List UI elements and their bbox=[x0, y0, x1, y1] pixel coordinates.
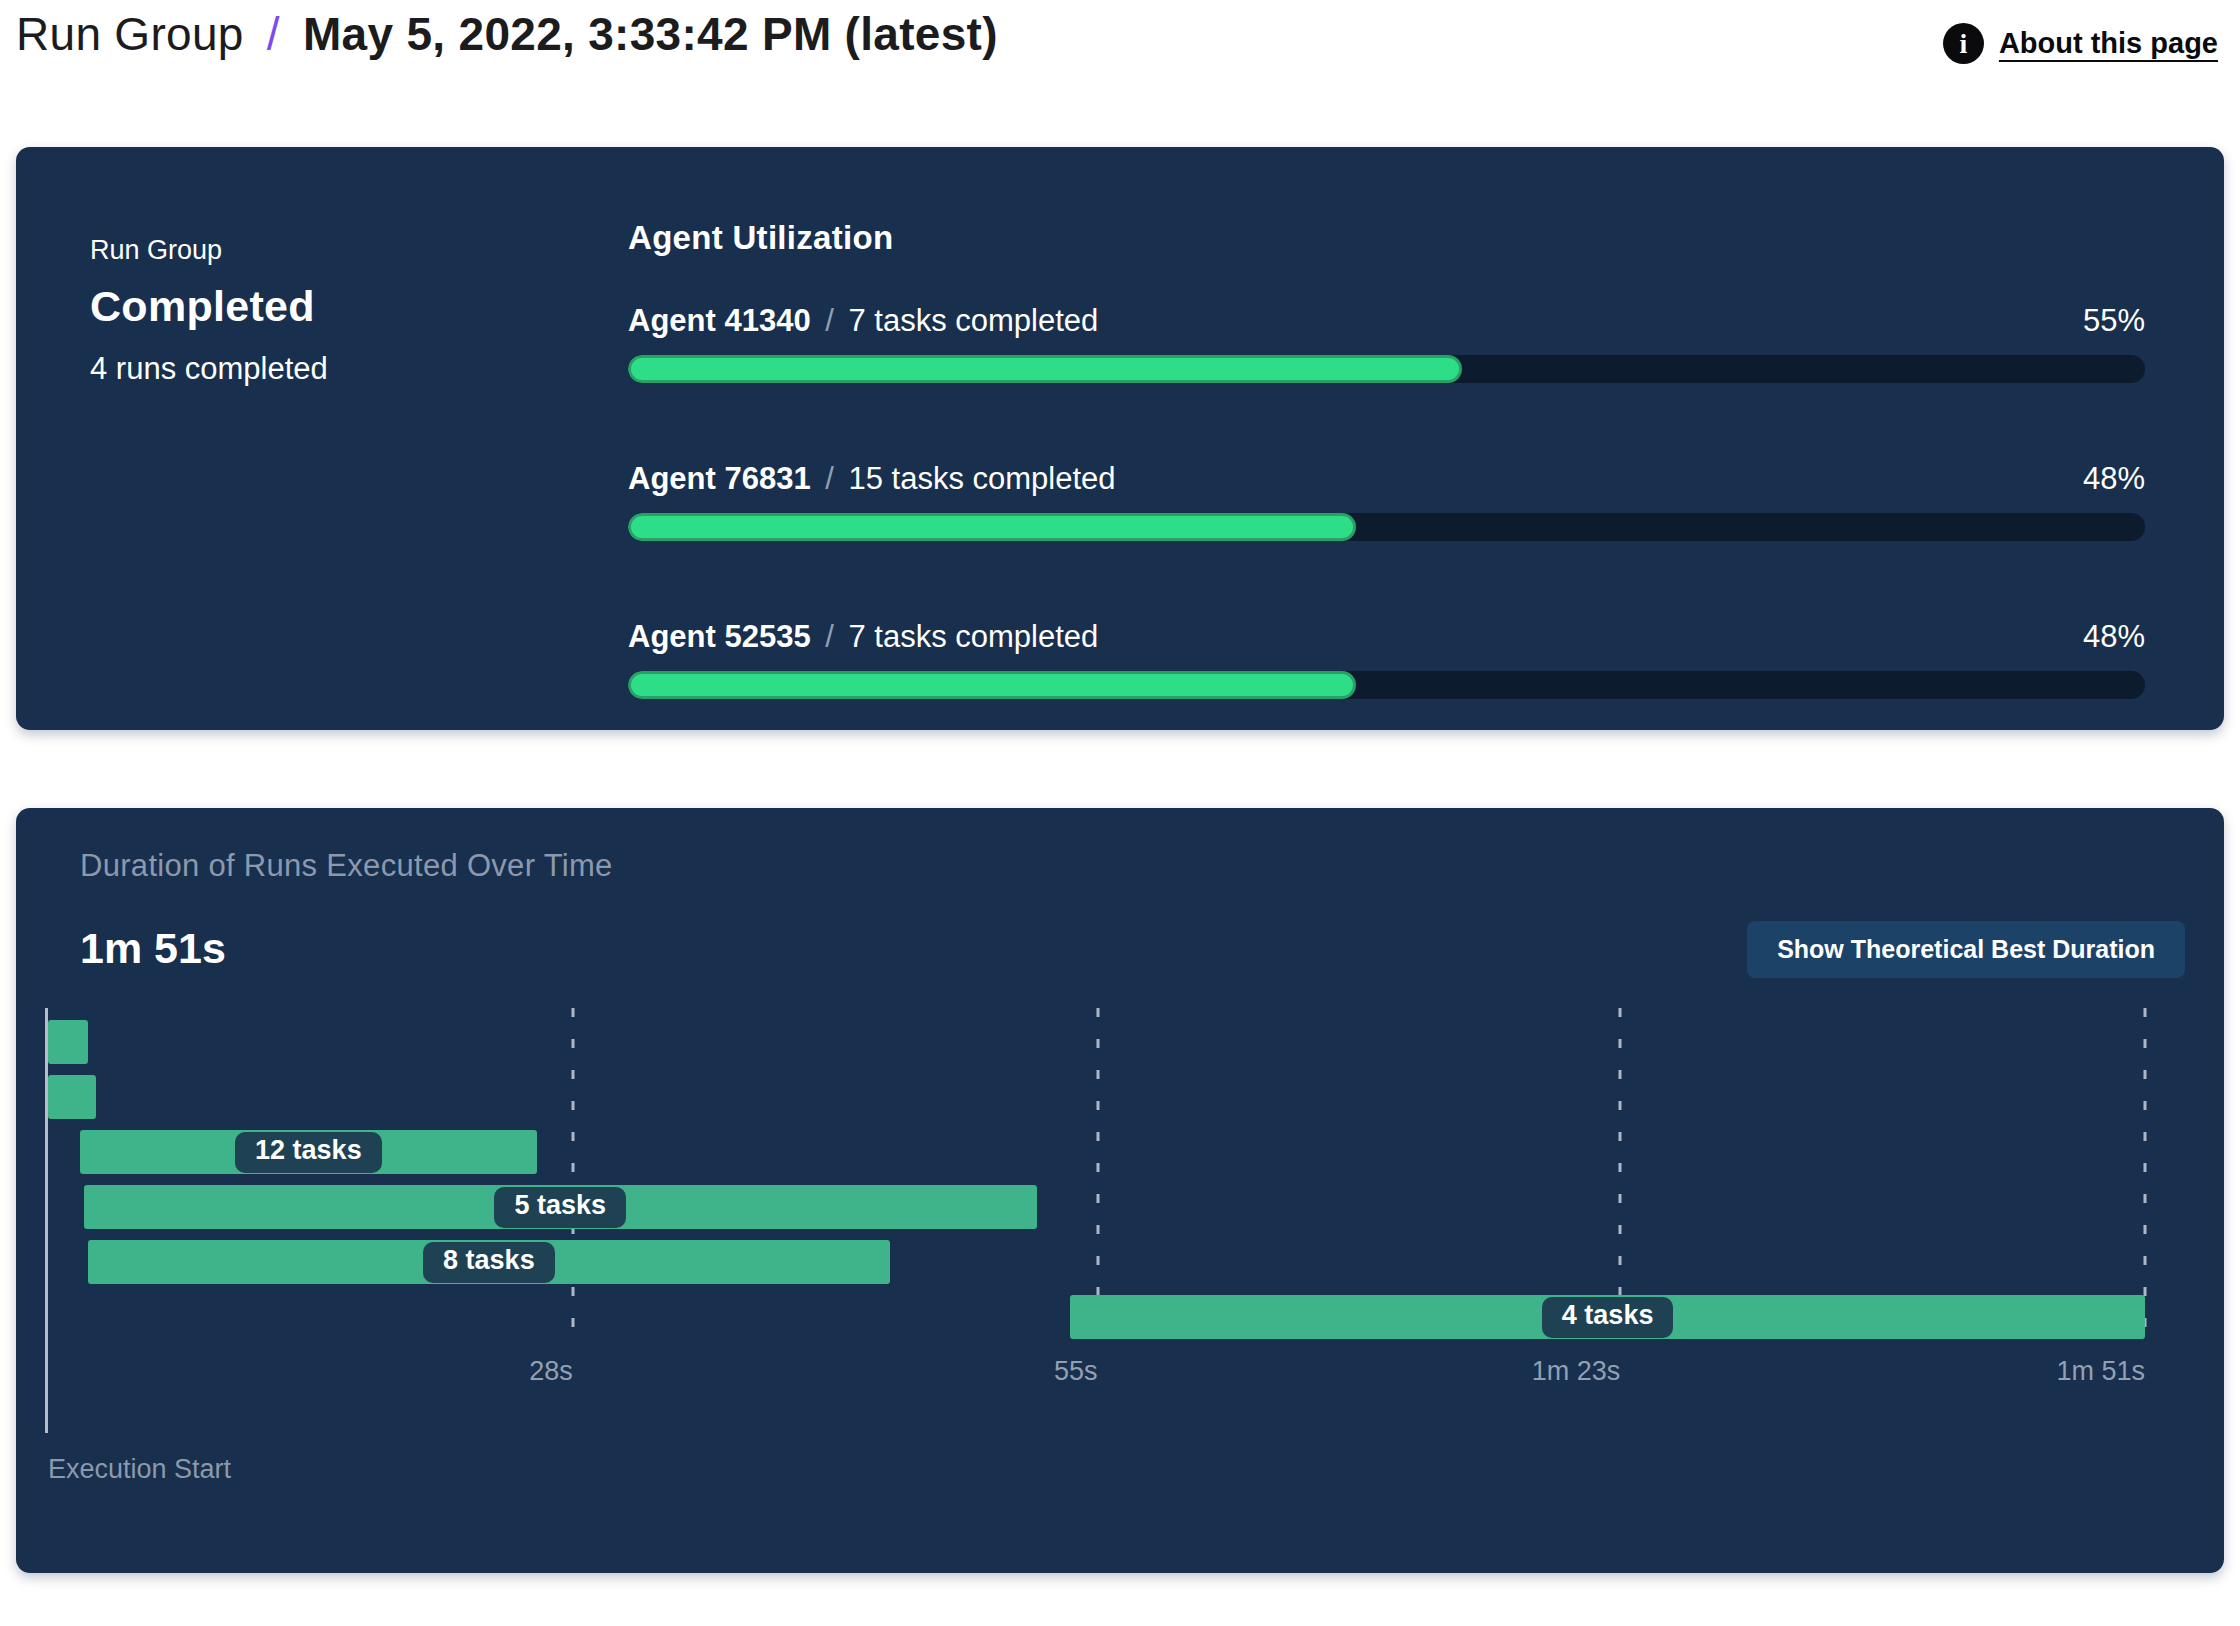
agent-name: Agent 76831 bbox=[628, 461, 811, 496]
run-duration-bar bbox=[48, 1075, 96, 1119]
agent-label: Agent 41340 / 7 tasks completed bbox=[628, 304, 1098, 338]
agent-utilization-rows: Agent 41340 / 7 tasks completed 55% Agen… bbox=[628, 304, 2145, 699]
duration-panel: Duration of Runs Executed Over Time 1m 5… bbox=[16, 808, 2224, 1573]
gantt-row bbox=[46, 1075, 2145, 1119]
agent-utilization-row: Agent 52535 / 7 tasks completed 48% bbox=[628, 620, 2145, 699]
run-group-status-block: Run Group Completed 4 runs completed bbox=[90, 235, 328, 387]
agent-separator: / bbox=[811, 461, 849, 496]
agent-utilization-progressbar-fill bbox=[628, 671, 1356, 699]
run-group-date-title: May 5, 2022, 3:33:42 PM (latest) bbox=[303, 8, 998, 60]
task-count-badge: 5 tasks bbox=[494, 1187, 626, 1228]
task-count-badge: 4 tasks bbox=[1542, 1297, 1674, 1338]
agent-tasks-completed: 7 tasks completed bbox=[848, 303, 1098, 338]
gantt-row: 8 tasks bbox=[46, 1240, 2145, 1284]
agent-utilization-percent: 48% bbox=[2083, 620, 2145, 654]
agent-tasks-completed: 7 tasks completed bbox=[848, 619, 1098, 654]
gantt-row bbox=[46, 1020, 2145, 1064]
agent-name: Agent 41340 bbox=[628, 303, 811, 338]
agent-utilization-progressbar-fill bbox=[628, 355, 1462, 383]
total-duration-value: 1m 51s bbox=[80, 924, 226, 973]
agent-label-line: Agent 52535 / 7 tasks completed 48% bbox=[628, 620, 2145, 654]
run-group-status: Completed bbox=[90, 282, 328, 331]
gantt-bars: 12 tasks 5 tasks 8 tasks 4 tasks bbox=[46, 1020, 2145, 1350]
show-theoretical-best-duration-button[interactable]: Show Theoretical Best Duration bbox=[1747, 921, 2185, 978]
info-icon[interactable]: i bbox=[1943, 23, 1984, 64]
agent-utilization-percent: 55% bbox=[2083, 304, 2145, 338]
run-group-summary-panel: Run Group Completed 4 runs completed Age… bbox=[16, 147, 2224, 730]
agent-tasks-completed: 15 tasks completed bbox=[848, 461, 1115, 496]
agent-utilization-percent: 48% bbox=[2083, 462, 2145, 496]
agent-utilization-row: Agent 41340 / 7 tasks completed 55% bbox=[628, 304, 2145, 383]
agent-utilization-progressbar-track bbox=[628, 355, 2145, 383]
x-axis-tick-label: 1m 51s bbox=[2056, 1356, 2145, 1387]
x-axis-tick-label: 28s bbox=[529, 1356, 573, 1387]
breadcrumb-separator: / bbox=[257, 8, 290, 60]
agent-utilization-heading: Agent Utilization bbox=[628, 219, 2145, 257]
agent-utilization-progressbar-track bbox=[628, 513, 2145, 541]
run-duration-bar: 4 tasks bbox=[1070, 1295, 2145, 1339]
gantt-row: 12 tasks bbox=[46, 1130, 2145, 1174]
page-header: Run Group / May 5, 2022, 3:33:42 PM (lat… bbox=[0, 0, 2240, 64]
run-duration-bar: 12 tasks bbox=[80, 1130, 538, 1174]
gantt-row: 4 tasks bbox=[46, 1295, 2145, 1339]
task-count-badge: 12 tasks bbox=[235, 1132, 382, 1173]
about-this-page-link[interactable]: About this page bbox=[1999, 27, 2218, 60]
breadcrumb-run-group: Run Group bbox=[16, 8, 244, 60]
run-duration-bar: 8 tasks bbox=[88, 1240, 890, 1284]
page-title: Run Group / May 5, 2022, 3:33:42 PM (lat… bbox=[16, 6, 998, 64]
duration-chart-title: Duration of Runs Executed Over Time bbox=[80, 848, 613, 884]
agent-label-line: Agent 76831 / 15 tasks completed 48% bbox=[628, 462, 2145, 496]
agent-utilization-section: Agent Utilization Agent 41340 / 7 tasks … bbox=[628, 219, 2145, 699]
runs-completed-count: 4 runs completed bbox=[90, 351, 328, 387]
about-this-page: i About this page bbox=[1943, 23, 2218, 64]
run-duration-bar bbox=[48, 1020, 88, 1064]
execution-start-label: Execution Start bbox=[48, 1454, 231, 1485]
agent-label-line: Agent 41340 / 7 tasks completed 55% bbox=[628, 304, 2145, 338]
agent-utilization-progressbar-track bbox=[628, 671, 2145, 699]
task-count-badge: 8 tasks bbox=[423, 1242, 555, 1283]
duration-gantt-chart: 12 tasks 5 tasks 8 tasks 4 tasks 28s 55s 1… bbox=[46, 1008, 2145, 1508]
agent-label: Agent 76831 / 15 tasks completed bbox=[628, 462, 1116, 496]
gantt-row: 5 tasks bbox=[46, 1185, 2145, 1229]
run-group-label: Run Group bbox=[90, 235, 328, 266]
agent-name: Agent 52535 bbox=[628, 619, 811, 654]
agent-separator: / bbox=[811, 303, 849, 338]
agent-label: Agent 52535 / 7 tasks completed bbox=[628, 620, 1098, 654]
agent-utilization-row: Agent 76831 / 15 tasks completed 48% bbox=[628, 462, 2145, 541]
agent-utilization-progressbar-fill bbox=[628, 513, 1356, 541]
agent-separator: / bbox=[811, 619, 849, 654]
x-axis-tick-label: 1m 23s bbox=[1532, 1356, 1621, 1387]
x-axis-tick-label: 55s bbox=[1054, 1356, 1098, 1387]
run-duration-bar: 5 tasks bbox=[84, 1185, 1037, 1229]
